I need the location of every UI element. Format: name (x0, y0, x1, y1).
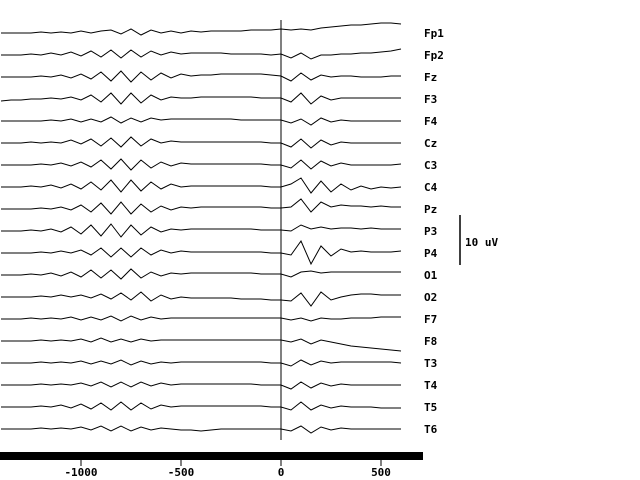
eeg-trace (1, 425, 401, 434)
channel-label: F3 (424, 93, 437, 106)
channel-label: T3 (424, 357, 437, 370)
channel-label: O1 (424, 269, 438, 282)
channel-label: F4 (424, 115, 438, 128)
eeg-trace (1, 291, 401, 307)
eeg-trace (1, 401, 401, 411)
axis-bar (0, 452, 423, 460)
eeg-trace (1, 70, 401, 83)
channel-label: Fp1 (424, 27, 444, 40)
eeg-trace (1, 223, 401, 238)
eeg-trace (1, 158, 402, 171)
channel-label: O2 (424, 291, 437, 304)
channel-label: T4 (424, 379, 438, 392)
eeg-trace (1, 48, 402, 60)
channel-label: T5 (424, 401, 437, 414)
eeg-trace (0, 92, 401, 105)
channel-label: P3 (424, 225, 437, 238)
eeg-trace (1, 116, 401, 126)
scale-bar-label: 10 uV (465, 236, 498, 249)
channel-label: C3 (424, 159, 437, 172)
eeg-trace (1, 315, 401, 322)
channel-label: T6 (424, 423, 438, 436)
eeg-trace (1, 177, 402, 194)
eeg-trace (1, 268, 401, 280)
channel-label: Pz (424, 203, 437, 216)
eeg-trace (1, 198, 401, 215)
channel-label: Fz (424, 71, 437, 84)
eeg-trace (1, 239, 402, 266)
channel-label: C4 (424, 181, 438, 194)
channel-label: Cz (424, 137, 437, 150)
channel-label: P4 (424, 247, 438, 260)
x-tick-label: -500 (168, 466, 195, 479)
eeg-trace (1, 359, 402, 367)
x-tick-label: 500 (371, 466, 391, 479)
eeg-trace (1, 136, 401, 149)
eeg-trace (1, 337, 402, 352)
x-tick-label: 0 (278, 466, 285, 479)
channel-label: F8 (424, 335, 437, 348)
eeg-trace (1, 22, 402, 36)
eeg-trace (1, 381, 401, 390)
channel-label: Fp2 (424, 49, 444, 62)
x-tick-label: -1000 (64, 466, 97, 479)
channel-label: F7 (424, 313, 437, 326)
